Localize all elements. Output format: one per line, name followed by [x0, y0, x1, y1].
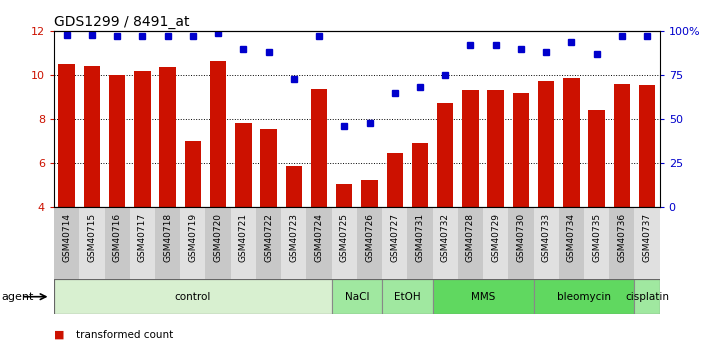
Bar: [54, 207, 79, 279]
Bar: [311, 89, 327, 207]
Bar: [462, 90, 479, 207]
Text: GSM40737: GSM40737: [642, 213, 652, 262]
Bar: [588, 110, 605, 207]
Text: GSM40733: GSM40733: [541, 213, 551, 262]
Text: transformed count: transformed count: [76, 330, 173, 339]
Text: GSM40715: GSM40715: [87, 213, 97, 262]
Text: GSM40735: GSM40735: [592, 213, 601, 262]
Bar: [534, 279, 634, 314]
Text: GSM40724: GSM40724: [314, 213, 324, 262]
Bar: [382, 279, 433, 314]
Bar: [79, 207, 105, 279]
Text: GSM40723: GSM40723: [289, 213, 298, 262]
Bar: [260, 129, 277, 207]
Bar: [105, 207, 130, 279]
Text: GSM40736: GSM40736: [617, 213, 627, 262]
Bar: [155, 207, 180, 279]
Bar: [487, 90, 504, 207]
Bar: [634, 207, 660, 279]
Bar: [382, 207, 407, 279]
Text: GSM40727: GSM40727: [390, 213, 399, 262]
Bar: [235, 124, 252, 207]
Bar: [534, 207, 559, 279]
Bar: [412, 143, 428, 207]
Text: agent: agent: [1, 292, 34, 302]
Bar: [508, 207, 534, 279]
Text: GSM40726: GSM40726: [365, 213, 374, 262]
Bar: [180, 207, 205, 279]
Bar: [407, 207, 433, 279]
Bar: [559, 207, 584, 279]
Bar: [281, 207, 306, 279]
Bar: [361, 179, 378, 207]
Text: NaCl: NaCl: [345, 292, 369, 302]
Bar: [584, 207, 609, 279]
Text: control: control: [174, 292, 211, 302]
Text: GSM40725: GSM40725: [340, 213, 349, 262]
Bar: [357, 207, 382, 279]
Bar: [205, 207, 231, 279]
Bar: [130, 207, 155, 279]
Text: EtOH: EtOH: [394, 292, 420, 302]
Bar: [336, 184, 353, 207]
Bar: [433, 207, 458, 279]
Bar: [386, 153, 403, 207]
Bar: [458, 207, 483, 279]
Text: GSM40721: GSM40721: [239, 213, 248, 262]
Text: GSM40732: GSM40732: [441, 213, 450, 262]
Bar: [84, 66, 100, 207]
Bar: [159, 67, 176, 207]
Bar: [256, 207, 281, 279]
Text: ■: ■: [54, 330, 65, 339]
Text: GSM40722: GSM40722: [264, 213, 273, 262]
Bar: [58, 64, 75, 207]
Text: GSM40730: GSM40730: [516, 213, 526, 262]
Text: cisplatin: cisplatin: [625, 292, 669, 302]
Bar: [185, 141, 201, 207]
Text: bleomycin: bleomycin: [557, 292, 611, 302]
Bar: [231, 207, 256, 279]
Text: GSM40718: GSM40718: [163, 213, 172, 262]
Bar: [483, 207, 508, 279]
Text: GSM40728: GSM40728: [466, 213, 475, 262]
Text: GSM40714: GSM40714: [62, 213, 71, 262]
Bar: [134, 71, 151, 207]
Bar: [210, 61, 226, 207]
Text: MMS: MMS: [471, 292, 495, 302]
Bar: [306, 207, 332, 279]
Bar: [286, 166, 302, 207]
Bar: [332, 279, 382, 314]
Bar: [609, 207, 634, 279]
Bar: [634, 279, 660, 314]
Text: GSM40729: GSM40729: [491, 213, 500, 262]
Text: GDS1299 / 8491_at: GDS1299 / 8491_at: [54, 14, 190, 29]
Text: GSM40734: GSM40734: [567, 213, 576, 262]
Bar: [614, 84, 630, 207]
Bar: [433, 279, 534, 314]
Text: GSM40719: GSM40719: [188, 213, 198, 262]
Bar: [109, 75, 125, 207]
Text: GSM40716: GSM40716: [112, 213, 122, 262]
Bar: [563, 78, 580, 207]
Bar: [437, 102, 454, 207]
Text: GSM40720: GSM40720: [213, 213, 223, 262]
Bar: [538, 80, 554, 207]
Text: GSM40717: GSM40717: [138, 213, 147, 262]
Bar: [54, 279, 332, 314]
Bar: [513, 93, 529, 207]
Bar: [639, 85, 655, 207]
Text: GSM40731: GSM40731: [415, 213, 425, 262]
Bar: [332, 207, 357, 279]
